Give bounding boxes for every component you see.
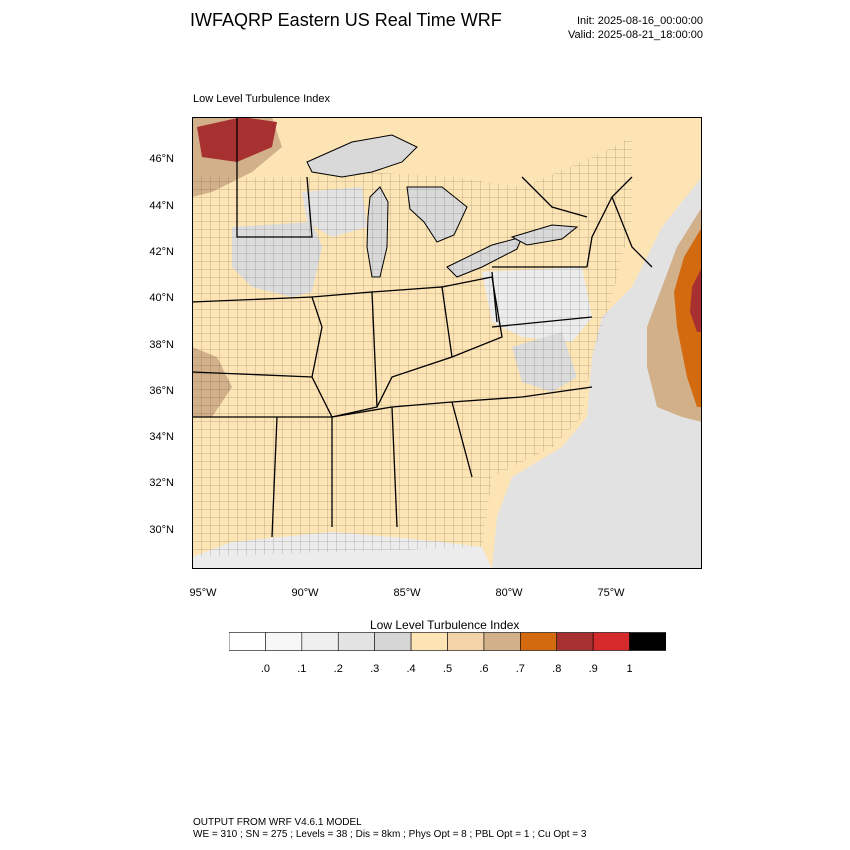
lat-tick: 30°N — [149, 524, 174, 536]
colorbar-swatch — [265, 632, 303, 651]
colorbar-swatch — [337, 632, 375, 651]
colorbar-swatch — [447, 632, 485, 651]
atlantic-darkred — [690, 267, 702, 332]
atlantic-orange-band — [674, 227, 702, 407]
colorbar-swatch — [556, 632, 594, 651]
lon-tick: 75°W — [597, 587, 625, 599]
colorbar-swatch — [483, 632, 521, 651]
lon-tick: 80°W — [495, 587, 523, 599]
colorbar-swatch — [410, 632, 448, 651]
colorbar-label: .5 — [442, 663, 453, 675]
colorbar — [229, 632, 666, 651]
map-frame — [192, 117, 702, 569]
colorbar-label: .0 — [260, 663, 270, 675]
lat-tick: 32°N — [149, 477, 174, 489]
colorbar-swatch — [520, 632, 558, 651]
atlantic-water — [492, 177, 702, 569]
map-subtitle: Low Level Turbulence Index — [193, 93, 330, 105]
colorbar-label: .4 — [406, 663, 416, 675]
lon-tick: 95°W — [189, 587, 217, 599]
init-time: Init: 2025-08-16_00:00:00 — [577, 15, 703, 27]
colorbar-label: .7 — [515, 663, 525, 675]
turbulence-map — [192, 117, 702, 569]
lake-superior — [306, 134, 418, 178]
colorbar-title: Low Level Turbulence Index — [370, 618, 520, 632]
colorbar-label: .9 — [588, 663, 598, 675]
colorbar-swatch — [374, 632, 412, 651]
lat-tick: 42°N — [149, 246, 174, 258]
colorbar-label: .8 — [552, 663, 562, 675]
valid-time: Valid: 2025-08-21_18:00:00 — [568, 29, 703, 41]
colorbar-label: .3 — [370, 663, 380, 675]
lat-tick: 34°N — [149, 431, 174, 443]
colorbar-swatch — [592, 632, 630, 651]
footer-config: WE = 310 ; SN = 275 ; Levels = 38 ; Dis … — [193, 829, 587, 840]
county-grid — [192, 137, 632, 557]
lon-tick: 85°W — [393, 587, 421, 599]
colorbar-swatch — [301, 632, 339, 651]
lon-tick: 90°W — [291, 587, 319, 599]
colorbar-swatch — [629, 632, 666, 651]
footer-model: OUTPUT FROM WRF V4.6.1 MODEL — [193, 817, 362, 828]
colorbar-label: .1 — [297, 663, 307, 675]
footer: OUTPUT FROM WRF V4.6.1 MODEL WE = 310 ; … — [193, 817, 586, 841]
lat-tick: 46°N — [149, 153, 174, 165]
colorbar-label: .2 — [333, 663, 343, 675]
init-valid-times: Init: 2025-08-16_00:00:00 Valid: 2025-08… — [568, 14, 703, 42]
lat-tick: 40°N — [149, 292, 174, 304]
lat-tick: 44°N — [149, 200, 174, 212]
page-title: IWFAQRP Eastern US Real Time WRF — [190, 10, 502, 30]
colorbar-label: .6 — [479, 663, 489, 675]
lat-tick: 36°N — [149, 385, 174, 397]
colorbar-swatch — [229, 632, 266, 651]
colorbar-label: 1 — [626, 663, 633, 675]
lat-tick: 38°N — [149, 339, 174, 351]
state-borders — [192, 117, 653, 538]
